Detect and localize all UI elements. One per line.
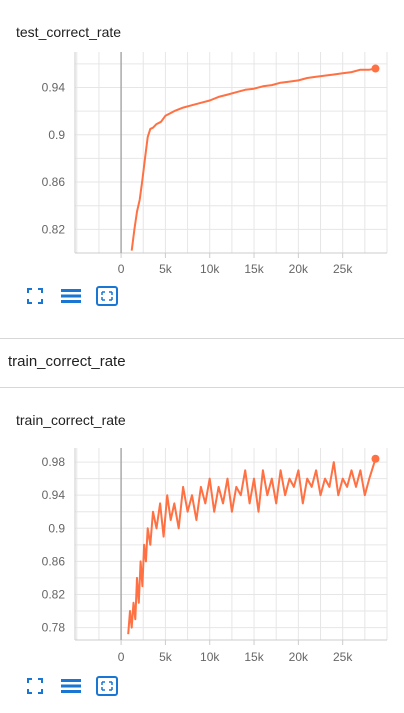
x-tick-label: 15k (244, 262, 264, 276)
series-line (130, 67, 376, 251)
x-tick-label: 25k (333, 650, 353, 664)
chart-title-test: test_correct_rate (16, 24, 122, 40)
fit-to-data-icon (96, 676, 118, 696)
x-tick-label: 10k (200, 262, 220, 276)
fit-domain-icon (27, 678, 43, 694)
x-tick-label: 20k (289, 262, 309, 276)
y-tick-label: 0.82 (42, 587, 66, 601)
y-tick-label: 0.94 (42, 488, 66, 502)
section-header[interactable]: train_correct_rate (0, 338, 404, 388)
x-tick-label: 10k (200, 650, 220, 664)
test-correct-rate-chart: 0 5k 10k 15k 20k 25k 0.82 0.86 0.9 0.94 (42, 52, 388, 276)
fit-to-data-button[interactable] (96, 285, 118, 307)
x-tick-label: 20k (289, 650, 309, 664)
y-tick-label: 0.86 (42, 175, 66, 189)
fit-to-data-icon (96, 286, 118, 306)
x-tick-label: 5k (159, 262, 173, 276)
x-tick-label: 0 (118, 262, 125, 276)
y-tick-label: 0.86 (42, 554, 66, 568)
x-tick-label: 15k (244, 650, 264, 664)
toggle-log-scale-button[interactable] (60, 675, 82, 697)
y-tick-label: 0.78 (42, 621, 66, 635)
chart-toolbar-train (24, 675, 118, 697)
x-tick-label: 0 (118, 650, 125, 664)
toggle-log-scale-button[interactable] (60, 285, 82, 307)
chart-toolbar-test (24, 285, 118, 307)
y-tick-label: 0.82 (42, 222, 66, 236)
fit-domain-button[interactable] (24, 675, 46, 697)
y-tick-label: 0.9 (48, 128, 65, 142)
fit-domain-icon (27, 288, 43, 304)
fit-to-data-button[interactable] (96, 675, 118, 697)
section-title: train_correct_rate (8, 353, 126, 370)
y-tick-label: 0.9 (48, 521, 65, 535)
toggle-log-scale-icon (61, 679, 81, 693)
y-tick-label: 0.98 (42, 455, 66, 469)
fit-domain-button[interactable] (24, 285, 46, 307)
series-line (127, 458, 377, 635)
x-tick-label: 25k (333, 262, 353, 276)
x-tick-label: 5k (159, 650, 173, 664)
chart-title-train: train_correct_rate (16, 412, 126, 428)
toggle-log-scale-icon (61, 289, 81, 303)
series-end-point (371, 64, 380, 73)
train-correct-rate-chart: 0 5k 10k 15k 20k 25k 0.78 0.82 0.86 0.9 0.94 0.98 (42, 448, 388, 664)
series-end-point (371, 454, 380, 463)
y-tick-label: 0.94 (42, 80, 66, 94)
